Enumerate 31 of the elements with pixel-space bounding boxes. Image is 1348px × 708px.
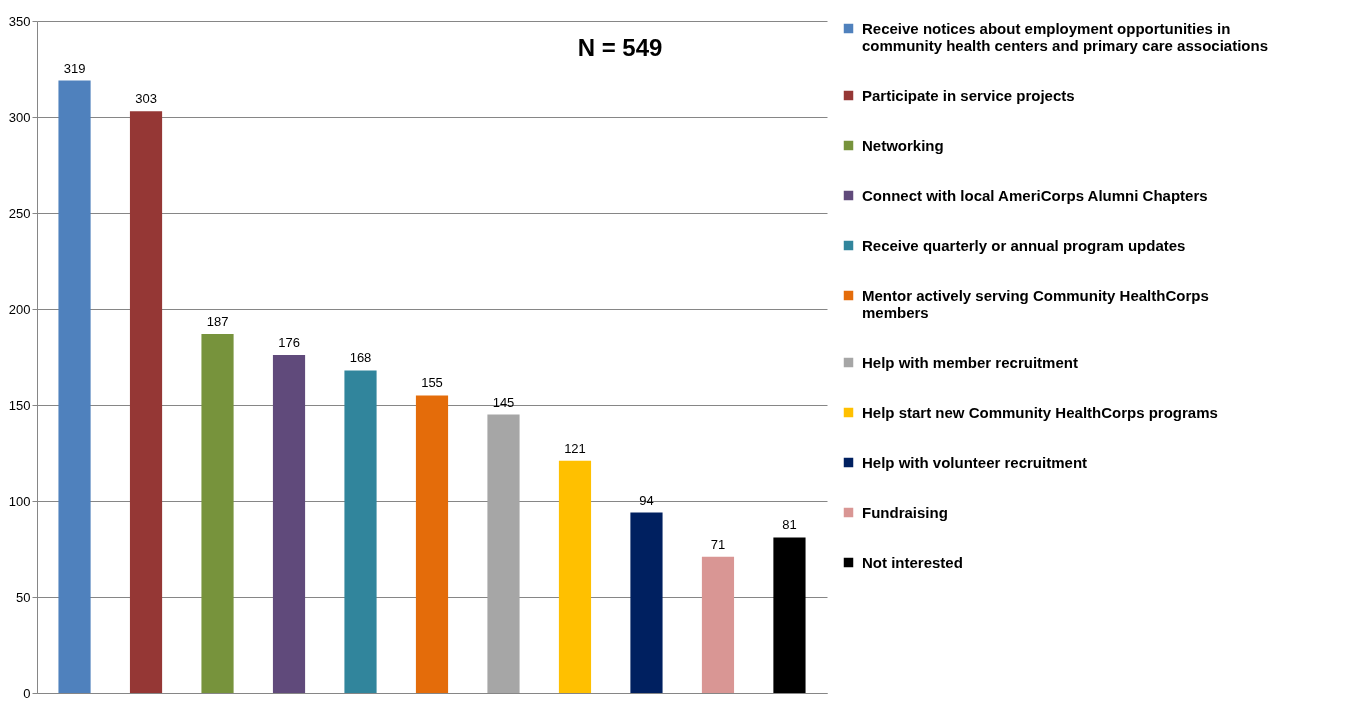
annotation: N = 549 — [577, 34, 663, 61]
y-tick-label: 350 — [8, 13, 31, 29]
data-label: 187 — [206, 313, 229, 329]
data-label: 81 — [782, 517, 797, 533]
legend-label: Help with volunteer recruitment — [862, 453, 1088, 471]
legend-label: Networking — [862, 136, 944, 154]
legend-label: Help with member recruitment — [862, 353, 1078, 371]
legend-label: Mentor actively serving Community HealthCorps members — [862, 286, 1209, 321]
data-label: 168 — [349, 350, 372, 366]
data-label: 71 — [710, 536, 726, 552]
y-tick-label: 0 — [23, 685, 31, 701]
data-label: 155 — [421, 375, 443, 391]
data-label: 121 — [564, 440, 586, 456]
legend-label: Fundraising — [862, 503, 948, 521]
legend-label: Not interested — [862, 553, 963, 571]
y-tick-label: 250 — [8, 205, 31, 221]
data-label: 145 — [492, 394, 515, 410]
data-label: 303 — [135, 91, 157, 107]
y-tick-label: 100 — [8, 493, 31, 509]
data-label: 176 — [278, 335, 300, 351]
legend-label: Help start new Community HealthCorps programs — [862, 403, 1218, 421]
y-tick-label: 300 — [8, 109, 31, 125]
legend-label: Participate in service projects — [862, 86, 1075, 104]
y-tick-label: 50 — [16, 589, 31, 605]
legend-label: Connect with local AmeriCorps Alumni Chapters — [862, 186, 1208, 204]
legend-label: Receive quarterly or annual program updates — [862, 236, 1186, 254]
data-label: 94 — [639, 492, 654, 508]
legend-label: Receive notices about employment opportunities in community health centers and primary care associations — [862, 19, 1268, 54]
y-tick-label: 150 — [8, 397, 31, 413]
y-tick-label: 200 — [8, 301, 31, 317]
data-label: 319 — [63, 60, 86, 76]
